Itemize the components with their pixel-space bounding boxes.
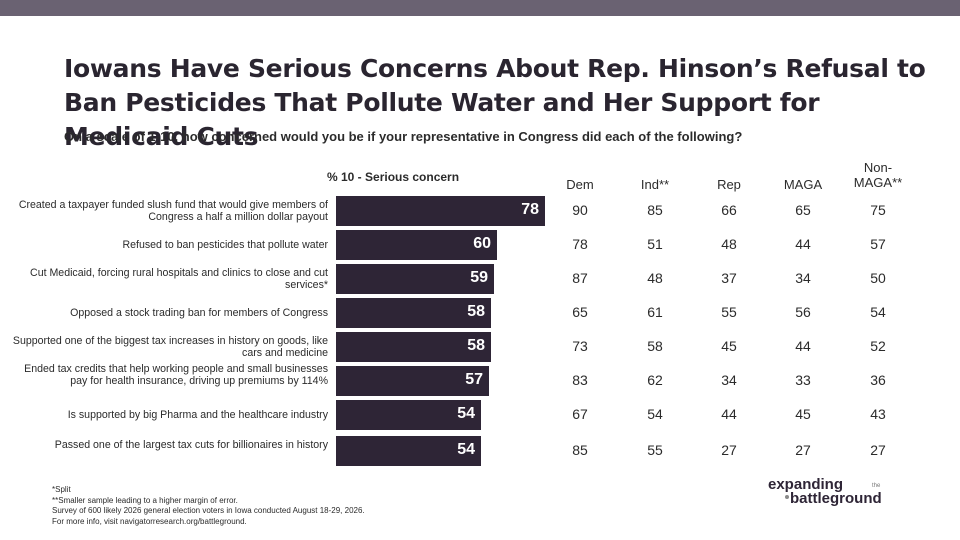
- bar: 57: [336, 366, 489, 396]
- chart-row: Supported one of the biggest tax increas…: [0, 332, 960, 362]
- bar: 78: [336, 196, 545, 226]
- row-label: Is supported by big Pharma and the healt…: [67, 409, 328, 421]
- bar: 54: [336, 436, 481, 466]
- column-header: MAGA: [783, 177, 823, 192]
- chart-row: Passed one of the largest tax cuts for b…: [0, 436, 960, 466]
- bar-value-label: 58: [467, 337, 485, 354]
- bar-value-label: 54: [457, 441, 475, 458]
- footnote-survey: Survey of 600 likely 2026 general electi…: [52, 506, 365, 515]
- table-cell: 75: [870, 202, 886, 218]
- bar-value-label: 60: [473, 235, 491, 252]
- table-cell: 34: [795, 270, 811, 286]
- row-label: Refused to ban pesticides that pollute w…: [122, 239, 328, 251]
- table-cell: 65: [795, 202, 811, 218]
- bar: 58: [336, 298, 491, 328]
- bar: 59: [336, 264, 494, 294]
- table-cell: 62: [647, 372, 663, 388]
- bar: 58: [336, 332, 491, 362]
- bar-value-label: 59: [470, 269, 488, 286]
- table-cell: 57: [870, 236, 886, 252]
- table-cell: 27: [870, 442, 886, 458]
- table-cell: 65: [572, 304, 588, 320]
- table-cell: 45: [795, 406, 811, 422]
- column-header: Rep: [717, 177, 741, 192]
- footnote-url: For more info, visit navigatorresearch.o…: [52, 516, 247, 526]
- table-cell: 43: [870, 406, 886, 422]
- expanding-the-battleground-logo: expanding the battleground: [768, 476, 928, 510]
- table-cell: 90: [572, 202, 588, 218]
- table-cell: 45: [721, 338, 737, 354]
- chart-row: Is supported by big Pharma and the healt…: [0, 400, 960, 430]
- chart-row: Cut Medicaid, forcing rural hospitals an…: [0, 264, 960, 294]
- row-label: Supported one of the biggest tax increas…: [12, 335, 328, 359]
- row-label: Cut Medicaid, forcing rural hospitals an…: [30, 267, 328, 291]
- table-cell: 83: [572, 372, 588, 388]
- footnote-sample: **Smaller sample leading to a higher mar…: [52, 495, 238, 505]
- logo-small-word: the: [872, 483, 881, 489]
- table-cell: 55: [721, 304, 737, 320]
- footnotes: *Split **Smaller sample leading to a hig…: [52, 485, 365, 527]
- chart-row: Ended tax credits that help working peop…: [0, 363, 960, 396]
- table-cell: 54: [647, 406, 663, 422]
- logo-line-2: battleground: [790, 490, 882, 507]
- row-label: Passed one of the largest tax cuts for b…: [54, 439, 328, 451]
- table-cell: 36: [870, 372, 886, 388]
- page-title: Iowans Have Serious Concerns About Rep. …: [64, 54, 926, 151]
- chart-row: Created a taxpayer funded slush fund tha…: [0, 196, 960, 226]
- bar: 54: [336, 400, 481, 430]
- table-cell: 56: [795, 304, 811, 320]
- table-cell: 85: [647, 202, 663, 218]
- column-header: Ind**: [640, 177, 670, 192]
- table-cell: 78: [572, 236, 588, 252]
- table-cell: 33: [795, 372, 811, 388]
- table-cell: 61: [647, 304, 663, 320]
- top-banner: [0, 0, 960, 16]
- survey-question: On a scale of 1-10, how concerned would …: [64, 129, 743, 144]
- table-cell: 54: [870, 304, 886, 320]
- table-cell: 51: [647, 236, 663, 252]
- chart-row: Opposed a stock trading ban for members …: [0, 298, 960, 328]
- logo-line-1: expanding: [768, 476, 844, 493]
- table-cell: 44: [721, 406, 737, 422]
- bar-value-label: 78: [521, 201, 539, 218]
- table-cell: 27: [795, 442, 811, 458]
- table-cell: 58: [647, 338, 663, 354]
- bar-value-label: 57: [465, 371, 483, 388]
- table-cell: 48: [721, 236, 737, 252]
- table-cell: 73: [572, 338, 588, 354]
- chart-row: Refused to ban pesticides that pollute w…: [0, 230, 960, 260]
- column-header: Dem: [566, 177, 594, 192]
- logo-dot-icon: [785, 495, 789, 499]
- table-cell: 27: [721, 442, 737, 458]
- table-cell: 66: [721, 202, 737, 218]
- table-cell: 37: [721, 270, 737, 286]
- table-cell: 48: [647, 270, 663, 286]
- bar-value-label: 54: [457, 405, 475, 422]
- table-cell: 34: [721, 372, 737, 388]
- table-cell: 52: [870, 338, 886, 354]
- table-cell: 67: [572, 406, 588, 422]
- table-cell: 44: [795, 338, 811, 354]
- bar-value-label: 58: [467, 303, 485, 320]
- table-cell: 50: [870, 270, 886, 286]
- table-cell: 44: [795, 236, 811, 252]
- bar: 60: [336, 230, 497, 260]
- bar-chart-header: % 10 - Serious concern: [327, 170, 460, 184]
- row-label: Ended tax credits that help working peop…: [24, 363, 328, 387]
- column-header: Non- MAGA**: [853, 160, 903, 190]
- table-cell: 85: [572, 442, 588, 458]
- table-cell: 55: [647, 442, 663, 458]
- row-label: Opposed a stock trading ban for members …: [70, 307, 328, 319]
- table-cell: 87: [572, 270, 588, 286]
- footnote-split: *Split: [52, 485, 71, 494]
- row-label: Created a taxpayer funded slush fund tha…: [18, 199, 328, 223]
